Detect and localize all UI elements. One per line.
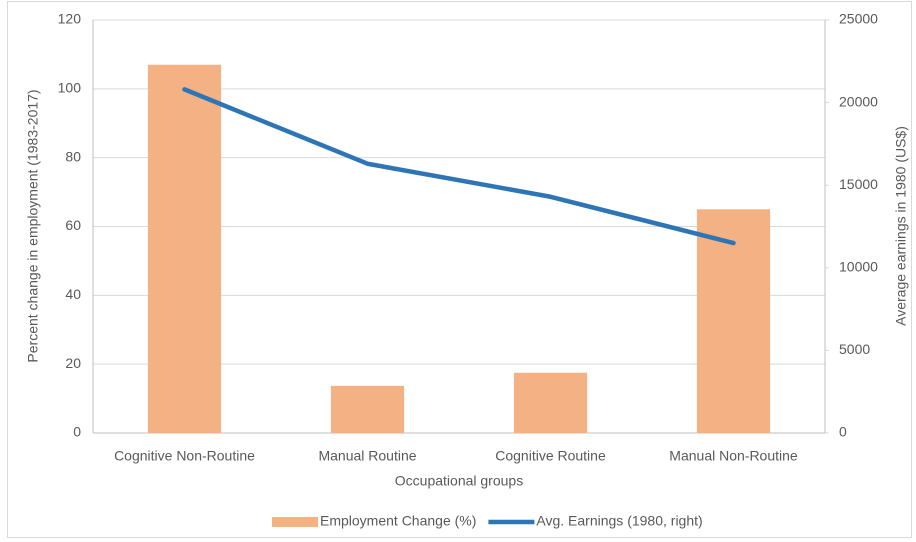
legend-label: Employment Change (%) bbox=[320, 513, 476, 529]
y2-tick-label: 25000 bbox=[839, 11, 878, 27]
y2-tick-label: 0 bbox=[839, 424, 847, 440]
bar bbox=[513, 372, 588, 433]
bar bbox=[696, 209, 771, 433]
y2-tick-label: 20000 bbox=[839, 93, 878, 109]
y-tick-label: 20 bbox=[65, 355, 81, 371]
y2-tick-label: 5000 bbox=[839, 341, 870, 357]
y2-tick-label: 10000 bbox=[839, 259, 878, 275]
bar bbox=[147, 64, 222, 433]
line bbox=[182, 87, 736, 246]
y-tick-label: 0 bbox=[73, 424, 81, 440]
bar bbox=[330, 385, 405, 433]
x-tick-label: Cognitive Non-Routine bbox=[114, 448, 255, 464]
y2-tick-label: 15000 bbox=[839, 176, 878, 192]
y-tick-label: 120 bbox=[58, 11, 82, 27]
y-tick-label: 40 bbox=[65, 286, 81, 302]
x-tick-label: Manual Non-Routine bbox=[669, 448, 798, 464]
y-tick-label: 100 bbox=[58, 80, 82, 96]
x-tick-label: Manual Routine bbox=[318, 448, 416, 464]
y-axis-title: Percent change in employment (1983-2017) bbox=[25, 89, 41, 362]
y-tick-label: 60 bbox=[65, 217, 81, 233]
y2-axis-title: Average earnings in 1980 (US$) bbox=[893, 126, 909, 326]
legend-swatch bbox=[272, 517, 318, 527]
legend-label: Avg. Earnings (1980, right) bbox=[536, 513, 702, 529]
y-tick-label: 80 bbox=[65, 148, 81, 164]
x-axis-title: Occupational groups bbox=[395, 473, 523, 489]
x-tick-label: Cognitive Routine bbox=[495, 448, 606, 464]
